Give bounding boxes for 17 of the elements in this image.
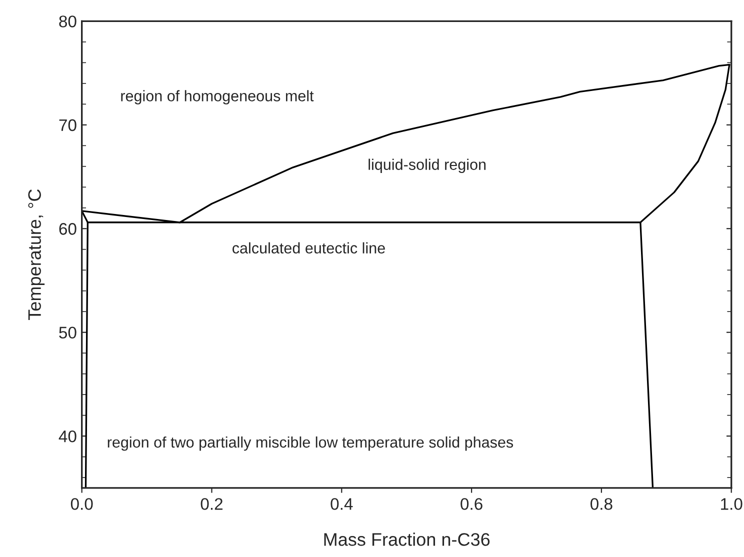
y-tick-label: 50 xyxy=(59,326,76,339)
x-tick-label: 0.8 xyxy=(590,498,612,510)
x-tick-label: 1.0 xyxy=(721,498,742,510)
annotation: liquid-solid region xyxy=(368,158,486,173)
y-tick-label: 40 xyxy=(58,430,76,442)
y-tick-label: 70 xyxy=(59,119,76,132)
x-tick-label: 0.4 xyxy=(330,498,353,510)
x-tick-label: 0.2 xyxy=(200,498,222,510)
y-tick-label: 60 xyxy=(59,223,76,235)
annotation: region of two partially miscible low temperature solid phases xyxy=(108,436,514,451)
x-axis-title: Mass Fraction n-C36 xyxy=(324,532,490,546)
x-tick-label: 0.0 xyxy=(70,498,93,510)
annotation: calculated eutectic line xyxy=(232,242,385,254)
x-tick-label: 0.6 xyxy=(460,498,482,510)
annotation: region of homogeneous melt xyxy=(121,90,314,104)
y-axis-title: Temperature, °C xyxy=(28,189,45,320)
y-tick-label: 80 xyxy=(59,16,76,28)
